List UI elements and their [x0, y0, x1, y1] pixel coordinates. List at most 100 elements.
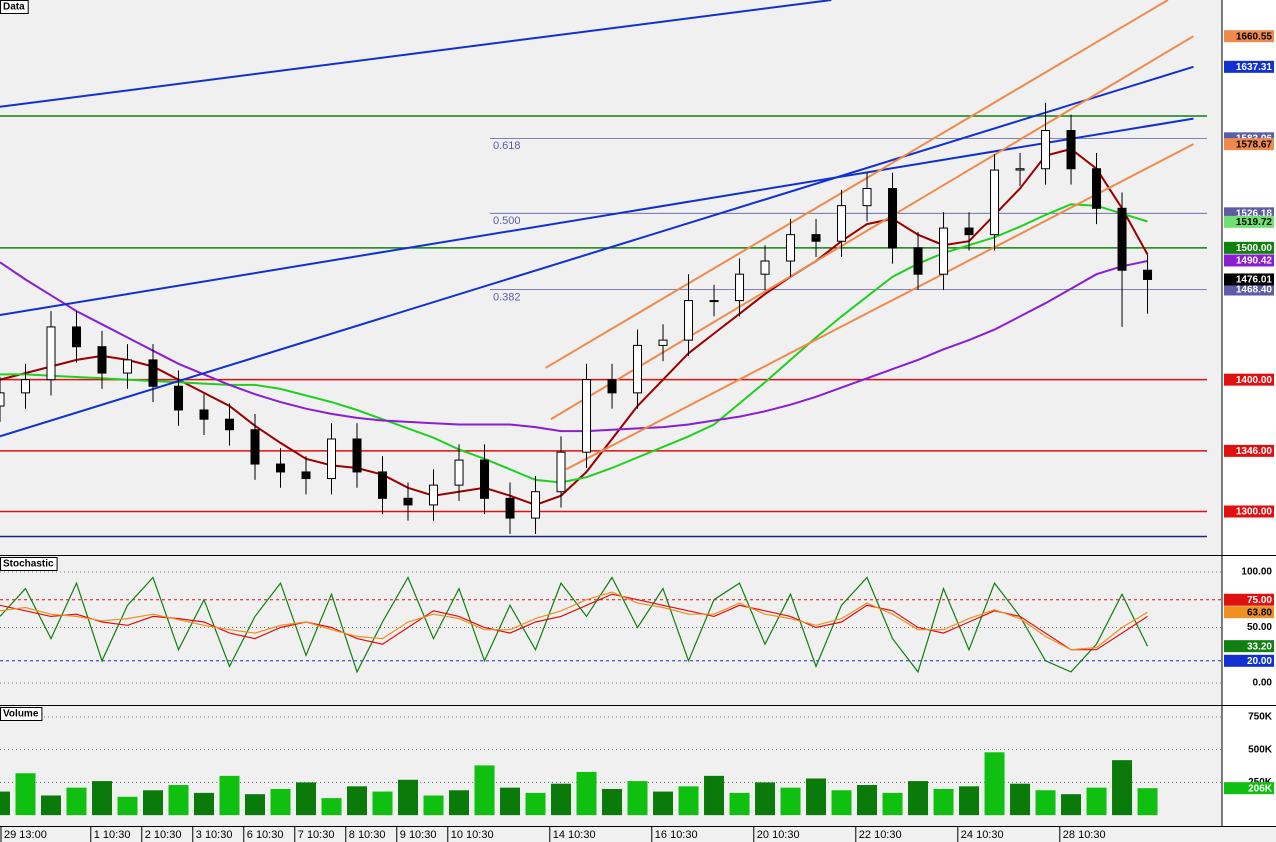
candle-body: [939, 227, 949, 275]
fib-ratio: 0.382: [493, 291, 521, 303]
value-label-box: [1224, 215, 1274, 228]
indicator-line: [0, 147, 1149, 506]
value-label: 206K: [1248, 783, 1273, 794]
volume-bar: [576, 771, 597, 816]
candle-body: [0, 392, 5, 407]
candle-body: [1092, 168, 1102, 209]
candle-body: [1041, 130, 1051, 170]
value-label-box: [1224, 606, 1274, 619]
candle-body: [505, 497, 515, 519]
x-tick-label: 14 10:30: [553, 829, 596, 841]
panel-title-box: [0, 557, 58, 571]
volume-bar: [959, 786, 980, 816]
candle-body: [888, 188, 898, 249]
candle-body: [633, 344, 643, 394]
volume-bar: [321, 798, 342, 816]
trend-line: [0, 65, 1194, 438]
volume-bar: [525, 792, 546, 816]
volume-bar: [347, 786, 368, 816]
panel-title-box: [0, 707, 43, 721]
candle-body: [811, 234, 821, 242]
candle-body: [990, 169, 1000, 236]
volume-bar: [806, 778, 827, 816]
panel-title: Data: [3, 2, 25, 13]
indicator-line: [0, 576, 1149, 674]
candle-body: [123, 359, 133, 374]
volume-bar: [882, 792, 903, 816]
volume-bar: [984, 752, 1005, 816]
candle-body: [913, 247, 923, 275]
y-tick-label: 0.00: [1253, 678, 1273, 689]
candle-body: [174, 385, 184, 411]
volume-bar: [245, 794, 266, 816]
x-tick-label: 6 10:30: [247, 829, 284, 841]
volume-bar: [117, 796, 138, 816]
value-label: 1300.00: [1236, 507, 1273, 518]
volume-bar: [857, 785, 878, 816]
value-label: 1400.00: [1236, 375, 1273, 386]
volume-bar: [423, 795, 444, 816]
value-label: 1660.55: [1236, 31, 1273, 42]
panel-plot: [0, 716, 1222, 816]
candle-body: [403, 497, 413, 506]
candle-body: [21, 379, 31, 394]
panel-plot: 0.618 0.500 0.382: [0, 0, 1207, 538]
trend-line: [565, 143, 1194, 471]
candle-body: [531, 491, 541, 519]
panel-title: Stochastic: [3, 559, 54, 570]
volume-bar: [66, 787, 87, 816]
volume-bar: [168, 785, 189, 816]
y-tick-label: 750K: [1248, 712, 1273, 723]
volume-bar: [755, 782, 776, 816]
volume-bar: [1137, 788, 1158, 816]
panel: 0.618 0.500 0.382 1500.00 1400.00 1346.00 1300…: [0, 0, 1274, 538]
trend-line: [550, 35, 1194, 421]
volume-bar: [933, 788, 954, 816]
candle-body: [582, 379, 592, 453]
value-label: 1519.72: [1236, 217, 1273, 228]
volume-bar: [1010, 783, 1031, 816]
candle-body: [735, 273, 745, 302]
volume-bar: [143, 790, 164, 816]
volume-bar: [194, 792, 215, 816]
indicator-line: [0, 260, 1148, 433]
panel-title: Volume: [3, 709, 39, 720]
candle-body: [250, 429, 260, 465]
candle-body: [862, 188, 872, 207]
candle-body: [786, 234, 796, 262]
candle-body: [429, 484, 439, 506]
volume-bar: [270, 788, 291, 816]
y-tick-label: 100.00: [1241, 567, 1272, 578]
volume-bar: [92, 781, 113, 816]
candle-body: [199, 409, 209, 420]
right-axis-bg: [1222, 0, 1276, 826]
candle-body: [709, 300, 719, 303]
volume-bar: [729, 792, 750, 816]
candle-body: [148, 359, 158, 387]
value-label-box: [1224, 138, 1274, 151]
volume-bar: [296, 782, 317, 816]
value-label-box: [1224, 444, 1274, 457]
candle-body: [658, 339, 668, 346]
indicator-line: [0, 593, 1148, 651]
volume-bar: [15, 773, 36, 816]
volume-bar: [831, 790, 852, 816]
candle-body: [352, 438, 362, 473]
x-tick-label: 8 10:30: [349, 829, 386, 841]
x-tick-label: 20 10:30: [757, 829, 800, 841]
volume-bar: [372, 791, 393, 816]
value-label: 1637.31: [1236, 62, 1273, 73]
candle-body: [760, 260, 770, 275]
volume-bar: [653, 791, 674, 816]
x-tick-label: 7 10:30: [298, 829, 335, 841]
y-tick-label: 50.00: [1247, 622, 1272, 633]
candle-body: [225, 418, 235, 431]
x-tick-label: 9 10:30: [400, 829, 437, 841]
fib-ratio: 0.618: [493, 140, 521, 152]
indicator-line: [0, 203, 1148, 484]
volume-bar: [1061, 794, 1082, 816]
volume-bar: [678, 786, 699, 816]
